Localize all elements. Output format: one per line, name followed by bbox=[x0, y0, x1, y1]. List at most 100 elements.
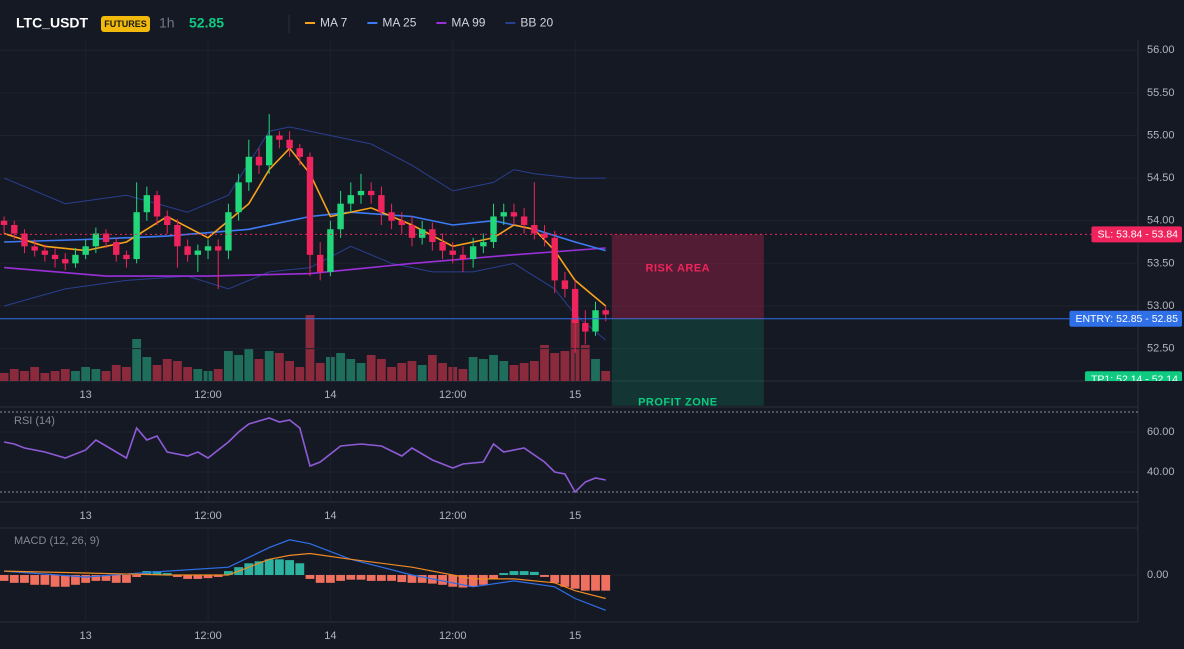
candle-body bbox=[41, 250, 49, 255]
level-label-bg bbox=[1091, 226, 1182, 243]
candle-body bbox=[469, 246, 477, 260]
volume-bar bbox=[173, 361, 182, 381]
histogram-bar bbox=[101, 575, 111, 581]
x-tick-label: 15 bbox=[569, 510, 581, 522]
candle-body bbox=[510, 212, 518, 217]
candle-body bbox=[592, 310, 599, 332]
candle-body bbox=[255, 156, 263, 166]
candle-body bbox=[82, 246, 89, 255]
candle-body bbox=[21, 233, 28, 247]
last-price: 52.85 bbox=[189, 15, 224, 31]
volume-bar bbox=[101, 371, 111, 381]
legend-label: MA 99 bbox=[451, 16, 485, 30]
volume-bar bbox=[540, 345, 549, 381]
x-tick-label: 12:00 bbox=[439, 389, 467, 401]
zone-label: PROFIT ZONE bbox=[638, 397, 717, 409]
volume-bar bbox=[213, 369, 223, 381]
candle-body bbox=[337, 203, 344, 230]
histogram-bar bbox=[91, 575, 101, 581]
x-tick-label: 12:00 bbox=[194, 510, 222, 522]
histogram-bar bbox=[540, 575, 549, 577]
histogram-bar bbox=[499, 573, 509, 575]
volume-bar bbox=[601, 371, 611, 381]
y-tick-label: 54.00 bbox=[1147, 215, 1175, 227]
histogram-bar bbox=[224, 571, 233, 575]
volume-bar bbox=[550, 353, 560, 381]
histogram-bar bbox=[275, 559, 284, 575]
histogram-bar bbox=[448, 575, 458, 587]
level-label-bg bbox=[1069, 310, 1182, 327]
candle-body bbox=[113, 242, 120, 255]
volume-bar bbox=[438, 363, 447, 381]
candle-body bbox=[480, 242, 487, 247]
histogram-bar bbox=[417, 575, 427, 583]
candle-body bbox=[266, 135, 273, 166]
volume-bar bbox=[478, 359, 488, 381]
indicator-line bbox=[3, 147, 607, 307]
histogram-bar bbox=[376, 575, 386, 581]
histogram-bar bbox=[254, 561, 264, 575]
volume-bar bbox=[183, 367, 193, 381]
volume-bar bbox=[142, 357, 152, 381]
volume-bar bbox=[132, 339, 142, 381]
candle-body bbox=[31, 246, 38, 251]
level-label: TP1: 52.14 - 52.14 bbox=[1091, 374, 1178, 386]
volume-bar bbox=[122, 367, 131, 381]
volume-bar bbox=[580, 345, 590, 381]
candle-body bbox=[225, 212, 232, 251]
candle-body bbox=[123, 254, 130, 260]
y-tick-label: 53.00 bbox=[1147, 300, 1175, 312]
histogram-bar bbox=[285, 560, 294, 575]
histogram-bar bbox=[20, 575, 29, 583]
candle-body bbox=[459, 254, 467, 260]
candle-body bbox=[327, 229, 334, 272]
y-tick-label: 53.50 bbox=[1147, 257, 1175, 269]
rsi-title: RSI (14) bbox=[14, 415, 55, 427]
histogram-bar bbox=[122, 575, 131, 583]
x-tick-label: 13 bbox=[80, 630, 92, 642]
candle-body bbox=[92, 233, 100, 247]
x-tick-label: 13 bbox=[80, 389, 92, 401]
volume-bar bbox=[529, 361, 539, 381]
histogram-bar bbox=[9, 575, 19, 583]
rsi-line bbox=[3, 417, 606, 494]
candle-body bbox=[429, 229, 436, 243]
candle-body bbox=[194, 250, 202, 255]
volume-bar bbox=[519, 363, 529, 381]
candle-body bbox=[418, 229, 426, 238]
candle-body bbox=[541, 233, 548, 238]
candle-body bbox=[602, 310, 609, 315]
histogram-bar bbox=[489, 575, 498, 579]
rsi-pane bbox=[0, 408, 1138, 502]
histogram-bar bbox=[152, 571, 162, 575]
volume-bar bbox=[193, 369, 203, 381]
histogram-bar bbox=[305, 575, 315, 579]
badge: FUTURES bbox=[104, 19, 147, 29]
badge-bg bbox=[101, 16, 150, 32]
symbol: LTC_USDT bbox=[16, 15, 89, 31]
candle-body bbox=[316, 254, 324, 272]
y-tick-label: 60.00 bbox=[1147, 426, 1175, 438]
histogram-bar bbox=[162, 573, 172, 575]
histogram-bar bbox=[213, 575, 223, 577]
volume-bar bbox=[224, 351, 233, 381]
x-tick-label: 12:00 bbox=[194, 630, 222, 642]
volume-bar bbox=[285, 361, 294, 381]
histogram-bar bbox=[407, 575, 417, 583]
volume-bar bbox=[417, 365, 427, 381]
volume-bar bbox=[346, 359, 356, 381]
volume-bar bbox=[20, 371, 29, 381]
candle-body bbox=[582, 323, 589, 332]
candle-body bbox=[143, 195, 151, 213]
interval: 1h bbox=[159, 15, 175, 31]
volume-bar bbox=[91, 369, 101, 381]
histogram-bar bbox=[560, 575, 570, 587]
volume-bar bbox=[152, 365, 162, 381]
histogram-bar bbox=[193, 575, 203, 579]
histogram-bar bbox=[60, 575, 70, 587]
histogram-bar bbox=[519, 571, 529, 575]
candle-body bbox=[571, 288, 579, 324]
histogram-bar bbox=[529, 571, 539, 575]
x-tick-label: 15 bbox=[569, 630, 581, 642]
